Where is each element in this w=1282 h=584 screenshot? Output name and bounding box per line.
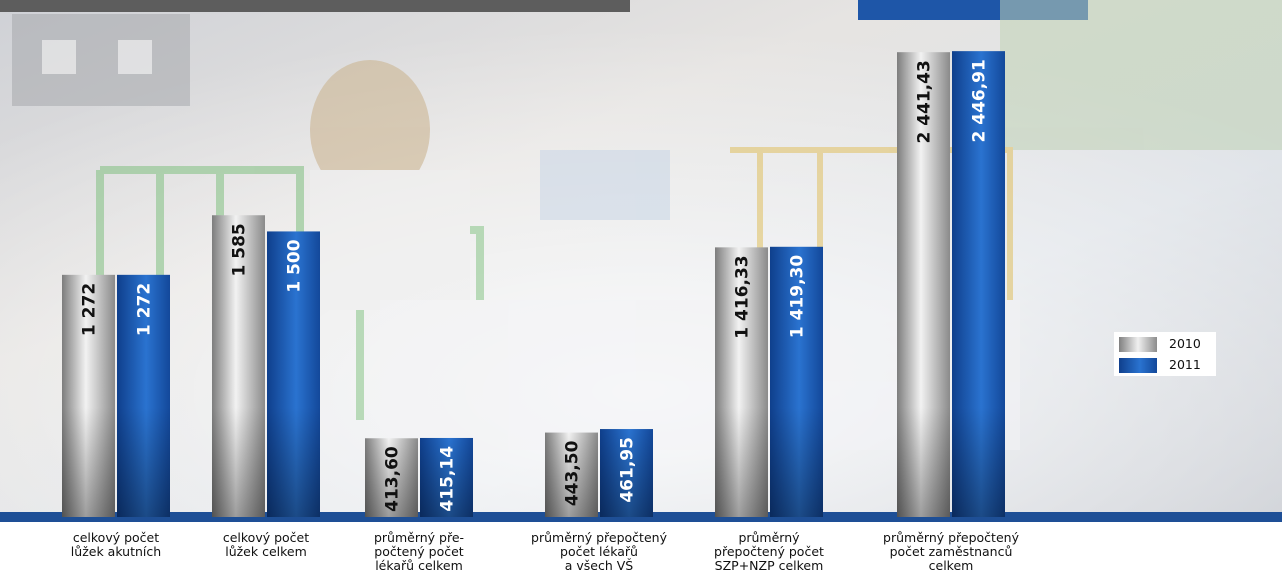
data-label-2011-2: 415,14 (438, 446, 458, 512)
bar-reflection-2010-2 (365, 438, 418, 517)
legend: 2010 2011 (1114, 332, 1216, 376)
data-label-2010-2: 413,60 (383, 446, 403, 512)
bar-reflection-2010-5 (897, 407, 950, 517)
background-decoration (12, 0, 1282, 450)
data-label-2011-0: 1 272 (135, 283, 155, 336)
bar-reflection-2011-0 (117, 407, 170, 517)
legend-item-2010: 2010 (1114, 334, 1216, 354)
bar-reflection-2011-4 (770, 407, 823, 517)
legend-item-2011: 2011 (1114, 355, 1216, 375)
bar-reflection-2010-3 (545, 432, 598, 517)
chart-area: 1 272 1 272 1 585 1 500 413,60 415,14 443,50 46… (0, 0, 1282, 522)
data-label-2010-3: 443,50 (563, 440, 583, 506)
category-label-5: průměrný přepočtený počet zaměstnanců ce… (883, 530, 1019, 573)
category-label-1: celkový počet lůžek celkem (222, 530, 310, 559)
bar-reflection-2010-1 (212, 407, 265, 517)
bar-reflection-2011-5 (952, 407, 1005, 517)
data-label-2010-4: 1 416,33 (733, 255, 753, 338)
data-label-2010-1: 1 585 (230, 223, 250, 276)
data-label-2011-1: 1 500 (285, 239, 305, 292)
category-label-3: průměrný přepočtený počet lékařů a všech… (531, 530, 667, 573)
data-label-2011-5: 2 446,91 (970, 59, 990, 142)
bar-chart: 1 272 1 272 1 585 1 500 413,60 415,14 443,50 46… (0, 0, 1282, 522)
data-label-2011-3: 461,95 (618, 437, 638, 503)
legend-label-2011: 2011 (1169, 357, 1201, 372)
legend-swatch-2011 (1119, 358, 1157, 373)
data-label-2011-4: 1 419,30 (788, 255, 808, 339)
legend-label-2010: 2010 (1169, 336, 1201, 351)
bar-reflection-2010-4 (715, 407, 768, 517)
bar-reflection-2011-1 (267, 407, 320, 517)
bar-reflection-2011-3 (600, 429, 653, 517)
bar-reflection-2010-0 (62, 407, 115, 517)
category-label-4: průměrný přepočtený počet SZP+NZP celkem (714, 530, 824, 573)
category-label-2: průměrný pře- počtený počet lékařů celke… (373, 530, 465, 573)
legend-swatch-2010 (1119, 337, 1157, 352)
data-label-2010-0: 1 272 (80, 283, 100, 336)
data-label-2010-5: 2 441,43 (915, 60, 935, 143)
category-label-0: celkový počet lůžek akutních (70, 530, 162, 559)
bar-reflection-2011-2 (420, 437, 473, 517)
